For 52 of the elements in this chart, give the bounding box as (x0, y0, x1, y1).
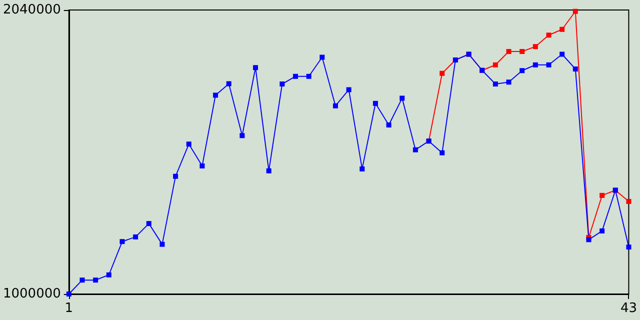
point (292, 74, 298, 79)
point (226, 81, 232, 86)
point (306, 74, 312, 79)
x-tick-label: 1 (64, 301, 74, 316)
point (266, 168, 272, 174)
point (546, 32, 552, 38)
point (560, 26, 565, 32)
point (80, 278, 85, 283)
y-tick-label: 2040000 (2, 2, 61, 18)
point (213, 92, 218, 98)
point (586, 237, 592, 242)
point (146, 221, 152, 226)
point (572, 8, 578, 14)
point (346, 87, 352, 92)
point (160, 242, 165, 247)
point (186, 142, 192, 147)
point (520, 49, 525, 54)
point (626, 198, 632, 204)
point (600, 192, 605, 198)
point (600, 228, 605, 234)
point (492, 62, 498, 68)
point (240, 133, 245, 138)
point (386, 122, 392, 128)
point (440, 150, 445, 156)
y-tick-label: 1000000 (2, 286, 61, 302)
point (66, 292, 72, 296)
point (320, 54, 325, 60)
point (532, 62, 538, 68)
point (560, 52, 565, 57)
point (173, 174, 178, 179)
point (572, 66, 578, 72)
point (133, 234, 138, 240)
point (200, 163, 205, 168)
point (106, 272, 112, 278)
point (626, 244, 632, 250)
point (253, 65, 258, 70)
point (400, 96, 405, 101)
point (492, 82, 498, 87)
point (546, 62, 552, 68)
point (520, 68, 525, 74)
point (506, 49, 512, 54)
point (440, 70, 445, 76)
point (372, 100, 378, 106)
point (93, 278, 98, 283)
point (120, 239, 125, 244)
x-tick-label: 43 (620, 301, 637, 316)
point (506, 80, 512, 85)
point (332, 103, 338, 108)
point (360, 166, 365, 172)
point (412, 147, 418, 152)
point (280, 82, 285, 87)
point (532, 44, 538, 50)
